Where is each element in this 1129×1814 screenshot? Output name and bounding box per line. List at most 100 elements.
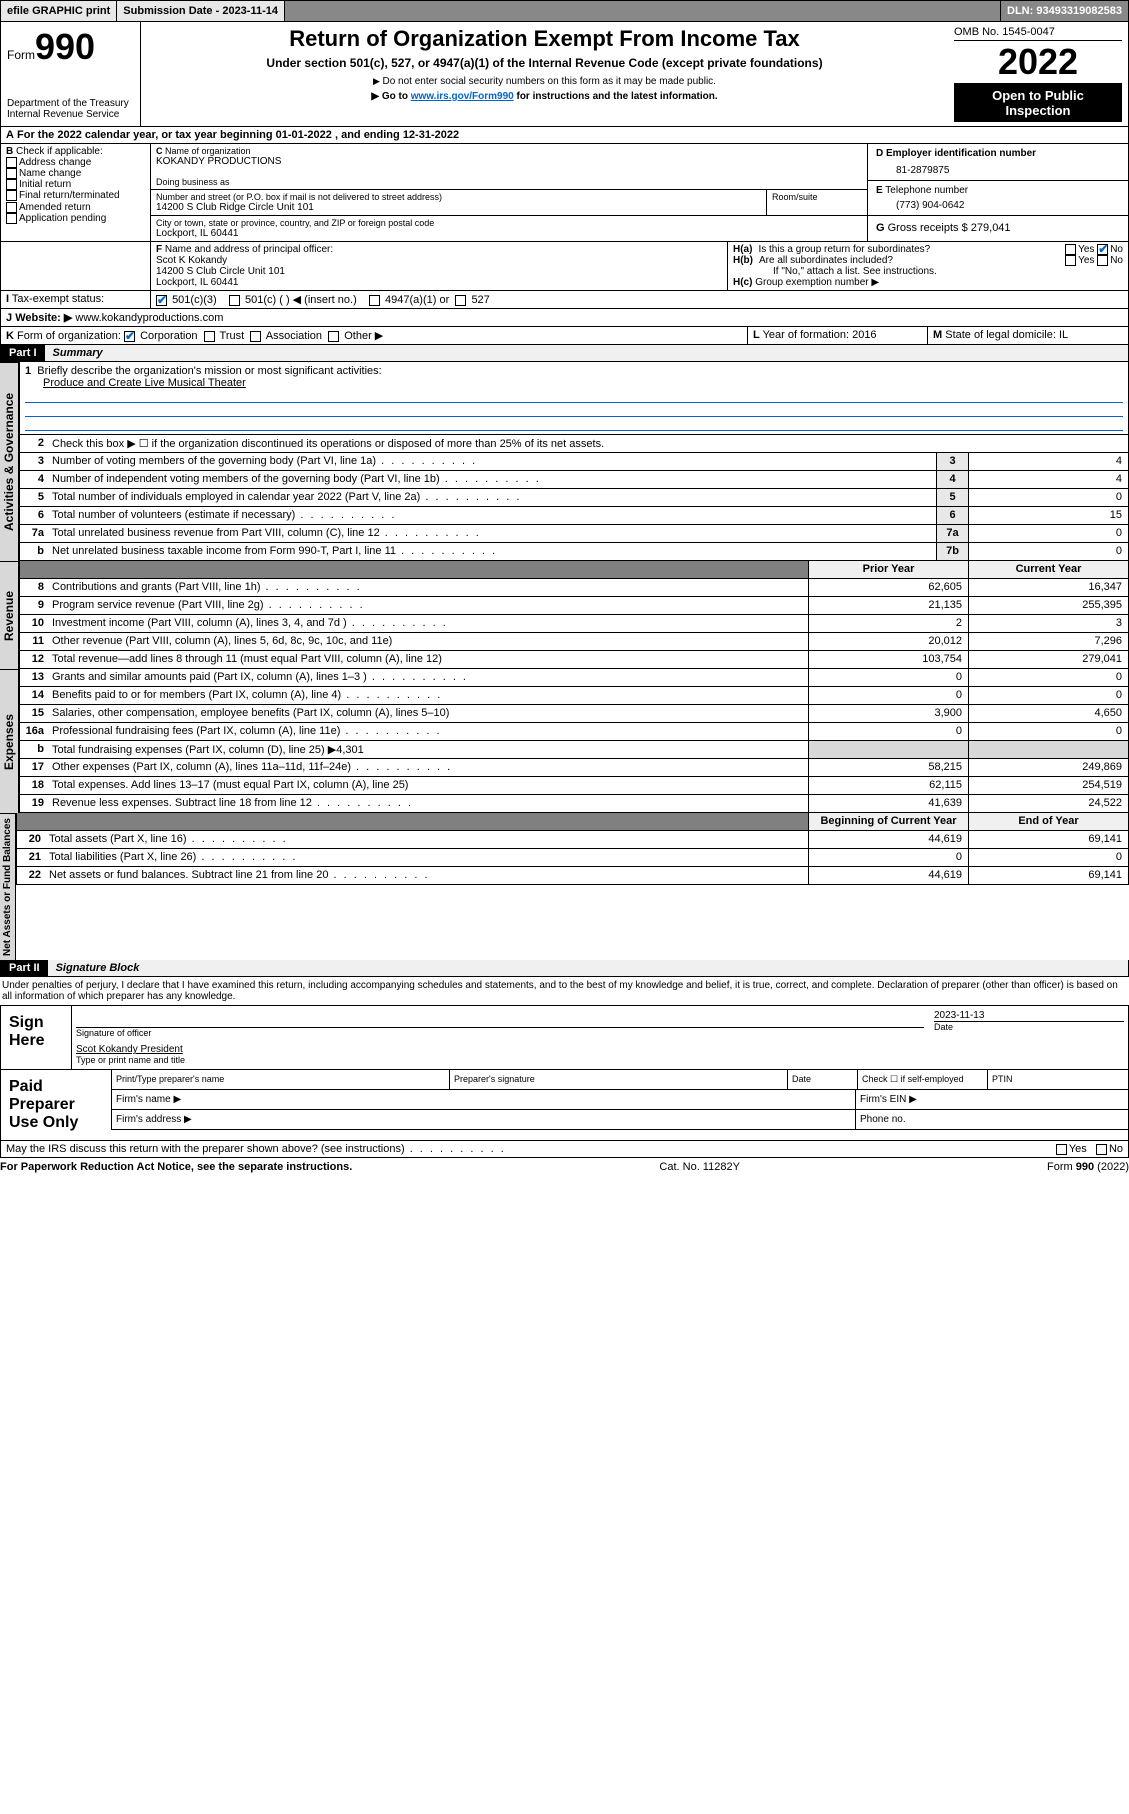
submission-date-value: 2023-11-14 [222, 5, 278, 17]
line-a-pre: For the 2022 calendar year, or tax year … [17, 129, 276, 141]
cb-ha-no[interactable] [1097, 244, 1108, 255]
org-name: KOKANDY PRODUCTIONS [156, 156, 862, 167]
note-ssn: Do not enter social security numbers on … [151, 76, 938, 87]
l12-prior: 103,754 [808, 651, 968, 668]
footer: For Paperwork Reduction Act Notice, see … [0, 1158, 1129, 1176]
l1-label: Briefly describe the organization's miss… [37, 365, 381, 377]
officer-label: Name and address of principal officer: [165, 244, 333, 255]
cb-name-change[interactable] [6, 168, 17, 179]
cb-527[interactable] [455, 295, 466, 306]
end-year-hdr: End of Year [968, 813, 1128, 830]
l11-prior: 20,012 [808, 633, 968, 650]
cb-501c[interactable] [229, 295, 240, 306]
vlabel-revenue: Revenue [0, 561, 19, 669]
phone-label: Telephone number [885, 185, 968, 196]
tax-exempt-label: Tax-exempt status: [12, 293, 104, 305]
section-net-assets: Net Assets or Fund Balances Beginning of… [0, 813, 1129, 960]
l16a-desc: Professional fundraising fees (Part IX, … [48, 723, 808, 740]
cb-address-change[interactable] [6, 157, 17, 168]
l10-desc: Investment income (Part VIII, column (A)… [48, 615, 808, 632]
l10-prior: 2 [808, 615, 968, 632]
city-value: Lockport, IL 60441 [156, 228, 862, 239]
l10-curr: 3 [968, 615, 1128, 632]
dba-label: Doing business as [156, 177, 862, 187]
cb-amended-return[interactable] [6, 202, 17, 213]
l11-desc: Other revenue (Part VIII, column (A), li… [48, 633, 808, 650]
l6-desc: Total number of volunteers (estimate if … [48, 507, 936, 524]
gross-value: 279,041 [971, 222, 1011, 234]
part1-title: Summary [45, 345, 1128, 361]
dept-treasury: Department of the Treasury [7, 98, 134, 109]
prep-sig-label: Preparer's signature [450, 1070, 788, 1090]
room-label: Room/suite [772, 192, 862, 202]
l22-prior: 44,619 [808, 867, 968, 884]
current-year-hdr: Current Year [968, 561, 1128, 578]
street-value: 14200 S Club Ridge Circle Unit 101 [156, 202, 761, 213]
sign-here-label: Sign Here [1, 1006, 71, 1069]
l13-prior: 0 [808, 669, 968, 686]
l2-desc: Check this box ▶ ☐ if the organization d… [48, 435, 1128, 452]
cb-application-pending[interactable] [6, 213, 17, 224]
cb-other[interactable] [328, 331, 339, 342]
cb-assoc[interactable] [250, 331, 261, 342]
ha-label: Is this a group return for subordinates? [752, 244, 1065, 255]
form-subtitle: Under section 501(c), 527, or 4947(a)(1)… [151, 56, 938, 70]
cb-501c3[interactable] [156, 295, 167, 306]
l3-desc: Number of voting members of the governin… [48, 453, 936, 470]
form-title: Return of Organization Exempt From Incom… [151, 26, 938, 52]
cb-ha-yes[interactable] [1065, 244, 1076, 255]
sign-here-block: Sign Here Signature of officer 2023-11-1… [0, 1005, 1129, 1070]
l9-curr: 255,395 [968, 597, 1128, 614]
officer-name: Scot K Kokandy [156, 255, 722, 266]
firm-phone-label: Phone no. [856, 1110, 1128, 1130]
part2-num: Part II [1, 960, 48, 976]
l18-curr: 254,519 [968, 777, 1128, 794]
discuss-label: May the IRS discuss this return with the… [6, 1143, 506, 1155]
cb-trust[interactable] [204, 331, 215, 342]
l19-curr: 24,522 [968, 795, 1128, 812]
f-h-block: F Name and address of principal officer:… [0, 242, 1129, 291]
cb-corp[interactable] [124, 331, 135, 342]
l21-prior: 0 [808, 849, 968, 866]
l3-val: 4 [968, 453, 1128, 470]
l18-prior: 62,115 [808, 777, 968, 794]
paperwork-notice: For Paperwork Reduction Act Notice, see … [0, 1161, 352, 1173]
website-label: Website: ▶ [15, 312, 72, 324]
cb-final-return[interactable] [6, 190, 17, 201]
l8-desc: Contributions and grants (Part VIII, lin… [48, 579, 808, 596]
cb-4947[interactable] [369, 295, 380, 306]
cb-discuss-yes[interactable] [1056, 1144, 1067, 1155]
line-a: A For the 2022 calendar year, or tax yea… [0, 127, 1129, 144]
officer-sig-name-label: Type or print name and title [76, 1055, 1124, 1065]
hb-label: Are all subordinates included? [753, 255, 1065, 266]
self-employed-label: Check ☐ if self-employed [858, 1070, 988, 1090]
l9-desc: Program service revenue (Part VIII, line… [48, 597, 808, 614]
sig-date: 2023-11-13 [934, 1010, 1124, 1021]
l17-desc: Other expenses (Part IX, column (A), lin… [48, 759, 808, 776]
sig-officer-label: Signature of officer [76, 1028, 924, 1038]
form-number: Form990 [7, 26, 134, 68]
l20-desc: Total assets (Part X, line 16) [45, 831, 808, 848]
cb-hb-yes[interactable] [1065, 255, 1076, 266]
l22-desc: Net assets or fund balances. Subtract li… [45, 867, 808, 884]
mission-text: Produce and Create Live Musical Theater [25, 377, 1123, 389]
l15-prior: 3,900 [808, 705, 968, 722]
l13-desc: Grants and similar amounts paid (Part IX… [48, 669, 808, 686]
l4-desc: Number of independent voting members of … [48, 471, 936, 488]
part2-header: Part II Signature Block [0, 960, 1129, 977]
submission-date: Submission Date - 2023-11-14 [117, 1, 285, 21]
cb-hb-no[interactable] [1097, 255, 1108, 266]
l15-desc: Salaries, other compensation, employee b… [48, 705, 808, 722]
l11-curr: 7,296 [968, 633, 1128, 650]
cat-no: Cat. No. 11282Y [659, 1161, 740, 1173]
dln-label: DLN: [1007, 5, 1033, 17]
cb-initial-return[interactable] [6, 179, 17, 190]
officer-sig-name: Scot Kokandy President [76, 1044, 1124, 1055]
cb-discuss-no[interactable] [1096, 1144, 1107, 1155]
phone-value: (773) 904-0642 [876, 200, 1120, 211]
state-domicile: IL [1059, 329, 1068, 341]
omb-number: OMB No. 1545-0047 [954, 26, 1122, 41]
form990-link[interactable]: www.irs.gov/Form990 [411, 91, 514, 102]
section-revenue: Revenue Prior YearCurrent Year 8Contribu… [0, 561, 1129, 669]
city-label: City or town, state or province, country… [156, 218, 862, 228]
